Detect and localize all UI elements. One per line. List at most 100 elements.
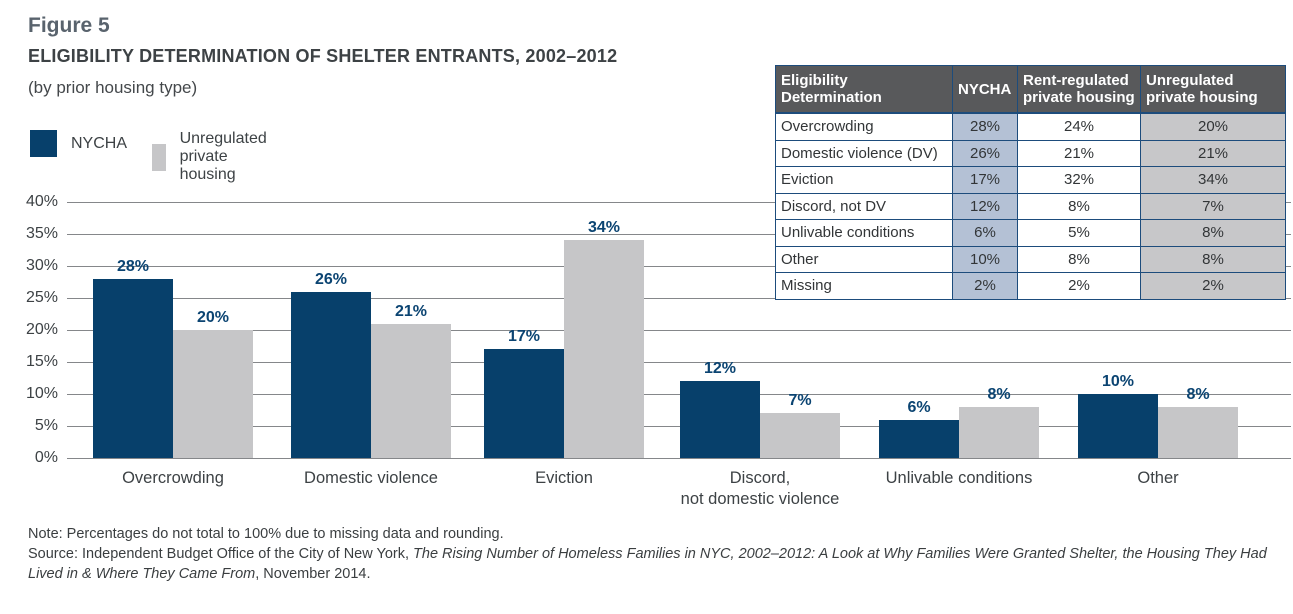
eligibility-data-table: Eligibility Determination NYCHA Rent-reg… [775, 65, 1286, 300]
table-row: Overcrowding 28% 24% 20% [775, 112, 1286, 141]
y-tick-label: 5% [34, 417, 58, 434]
table-header-eligibility: Eligibility Determination [775, 65, 953, 114]
table-cell-rent-regulated: 2% [1017, 272, 1141, 300]
figure-notes: Note: Percentages do not total to 100% d… [28, 524, 1276, 584]
table-cell-nycha: 2% [952, 272, 1018, 300]
gridline [67, 362, 1291, 363]
nycha-swatch-icon [30, 130, 57, 157]
bar-value-label: 17% [507, 328, 541, 346]
bar-unregulated [1158, 406, 1238, 458]
table-cell-nycha: 17% [952, 166, 1018, 194]
bar-value-label: 26% [314, 270, 348, 288]
legend-item-unregulated: Unregulated private housing [152, 130, 280, 184]
bar-value-label: 34% [587, 219, 621, 237]
x-category-label: Other [1137, 469, 1179, 487]
table-cell-label: Unlivable conditions [775, 219, 953, 247]
table-cell-unregulated: 20% [1140, 112, 1286, 141]
gridline [67, 458, 1291, 459]
table-cell-label: Overcrowding [775, 112, 953, 141]
table-cell-unregulated: 21% [1140, 139, 1286, 167]
bar-value-label: 8% [1186, 385, 1210, 403]
table-cell-label: Discord, not DV [775, 192, 953, 220]
table-cell-rent-regulated: 32% [1017, 166, 1141, 194]
figure-subtitle: (by prior housing type) [28, 78, 198, 97]
table-cell-rent-regulated: 21% [1017, 139, 1141, 167]
y-tick-label: 0% [34, 449, 58, 466]
bar-nycha [879, 419, 959, 458]
y-tick-label: 20% [25, 321, 58, 338]
table-cell-rent-regulated: 8% [1017, 192, 1141, 220]
source-line: Source: Independent Budget Office of the… [28, 544, 1276, 584]
bar-unregulated [760, 413, 840, 458]
unregulated-swatch-icon [152, 143, 166, 171]
x-category-label: Eviction [535, 469, 593, 487]
table-cell-rent-regulated: 5% [1017, 219, 1141, 247]
table-cell-label: Eviction [775, 166, 953, 194]
bar-chart: 40% 35% 30% 25% 20% 15% 10% 5% 0% 28% 20% 26% 21% 17… [0, 193, 1293, 508]
gridline [67, 394, 1291, 395]
bar-value-label: 10% [1101, 373, 1135, 390]
gridline [67, 298, 1291, 299]
table-cell-unregulated: 8% [1140, 219, 1286, 247]
bar-nycha [484, 349, 564, 458]
table-cell-nycha: 28% [952, 112, 1018, 141]
bar-value-label: 6% [907, 398, 931, 416]
y-tick-label: 35% [25, 225, 58, 242]
gridline [67, 202, 1291, 203]
bar-value-label: 12% [703, 360, 737, 378]
table-cell-unregulated: 34% [1140, 166, 1286, 194]
table-header-unregulated: Unregulated private housing [1140, 65, 1286, 114]
bar-value-label: 8% [987, 385, 1011, 403]
table-cell-nycha: 12% [952, 192, 1018, 220]
table-cell-label: Other [775, 245, 953, 273]
gridline [67, 330, 1291, 331]
bar-nycha [680, 381, 760, 458]
y-tick-label: 15% [25, 353, 58, 370]
bar-nycha [291, 291, 371, 458]
y-tick-label: 30% [25, 257, 58, 274]
legend-item-nycha: NYCHA [30, 130, 127, 157]
table-cell-label: Missing [775, 272, 953, 300]
source-prefix: Source: Independent Budget Office of the… [28, 546, 414, 562]
table-row: Domestic violence (DV) 26% 21% 21% [775, 139, 1286, 167]
y-tick-label: 25% [25, 289, 58, 306]
table-row: Discord, not DV 12% 8% 7% [775, 192, 1286, 220]
table-cell-label: Domestic violence (DV) [775, 139, 953, 167]
table-row: Missing 2% 2% 2% [775, 272, 1286, 300]
bar-unregulated [564, 240, 644, 458]
table-row: Eviction 17% 32% 34% [775, 166, 1286, 194]
bar-unregulated [173, 330, 253, 458]
bar-unregulated [371, 323, 451, 458]
bar-nycha [1078, 394, 1158, 458]
legend-label-unregulated: Unregulated private housing [179, 130, 267, 183]
legend-label-nycha: NYCHA [71, 134, 128, 152]
figure-title: ELIGIBILITY DETERMINATION OF SHELTER ENT… [28, 46, 618, 66]
gridline [67, 234, 1291, 235]
source-suffix: , November 2014. [255, 566, 371, 582]
x-category-label: Unlivable conditions [885, 469, 1033, 487]
table-cell-unregulated: 7% [1140, 192, 1286, 220]
table-cell-nycha: 26% [952, 139, 1018, 167]
bar-value-label: 7% [788, 392, 812, 410]
table-cell-nycha: 10% [952, 245, 1018, 273]
bar-nycha [93, 278, 173, 458]
x-category-label: Discord, not domestic violence [680, 469, 840, 508]
bar-value-label: 20% [196, 309, 230, 326]
bar-value-label: 28% [116, 257, 150, 275]
table-row: Unlivable conditions 6% 5% 8% [775, 219, 1286, 247]
y-tick-label: 40% [25, 193, 58, 210]
note-line: Note: Percentages do not total to 100% d… [28, 526, 504, 542]
table-cell-unregulated: 2% [1140, 272, 1286, 300]
gridline [67, 266, 1291, 267]
x-category-label: Domestic violence [304, 469, 438, 487]
source-publication-title: The Rising Number of Homeless Families i… [28, 546, 1267, 582]
figure-number: Figure 5 [28, 14, 110, 37]
table-cell-nycha: 6% [952, 219, 1018, 247]
gridline [67, 426, 1291, 427]
table-cell-rent-regulated: 24% [1017, 112, 1141, 141]
bar-unregulated [959, 406, 1039, 458]
y-tick-label: 10% [25, 385, 58, 402]
table-row: Other 10% 8% 8% [775, 245, 1286, 273]
table-cell-rent-regulated: 8% [1017, 245, 1141, 273]
